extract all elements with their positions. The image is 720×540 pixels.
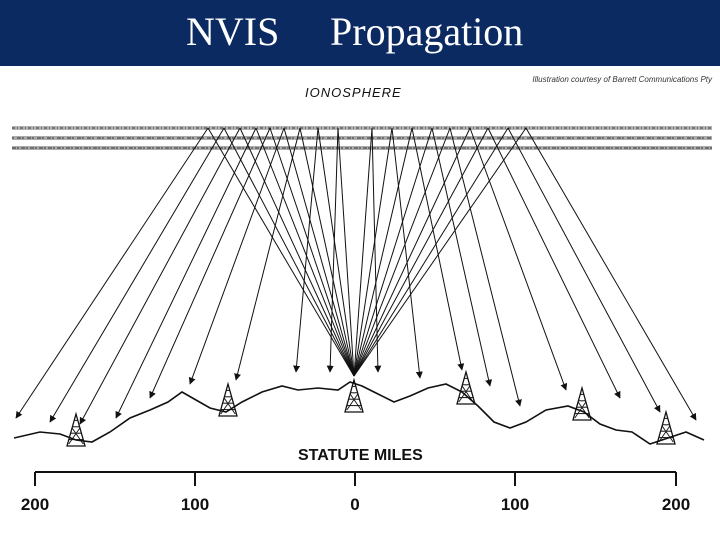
- ray-upward: [353, 127, 471, 377]
- radio-paths: [15, 127, 697, 425]
- ray-downward: [411, 127, 465, 371]
- ray-upward: [337, 127, 355, 377]
- ionosphere-layer: [12, 126, 712, 150]
- ray-upward: [353, 127, 451, 377]
- ray-downward: [49, 127, 225, 423]
- ray-downward: [449, 127, 522, 407]
- ray-upward: [255, 127, 355, 377]
- ray-downward: [487, 127, 621, 399]
- antenna-tower-icon: [656, 409, 676, 445]
- ray-downward: [507, 127, 661, 413]
- scale-label-zero: 0: [350, 495, 359, 514]
- ray-downward: [469, 127, 568, 391]
- title-bar: NVIS Propagation: [0, 0, 720, 66]
- antenna-towers: [66, 369, 676, 447]
- ray-upward: [353, 127, 509, 377]
- terrain-line: [13, 381, 705, 445]
- ionosphere-label: IONOSPHERE: [305, 85, 402, 100]
- ray-upward: [223, 127, 355, 377]
- scale-label-right-100: 100: [501, 495, 529, 514]
- ray-upward: [269, 127, 355, 377]
- ray-downward: [234, 127, 301, 381]
- ray-downward: [525, 127, 697, 421]
- ray-upward: [353, 127, 433, 377]
- ray-downward: [15, 127, 209, 419]
- slide-title-propagation: Propagation: [330, 9, 524, 54]
- antenna-tower-icon: [344, 377, 364, 413]
- nvis-propagation-diagram: IONOSPHERE STATUTE MILES 200 100 0 100 2…: [12, 85, 712, 514]
- ray-downward: [115, 127, 257, 419]
- slide-title-nvis: NVIS: [186, 9, 280, 54]
- ray-upward: [353, 127, 489, 377]
- ray-upward: [283, 127, 355, 377]
- ray-downward: [326, 127, 339, 373]
- antenna-tower-icon: [218, 381, 238, 417]
- ray-downward: [431, 127, 493, 387]
- ray-downward: [293, 127, 319, 373]
- illustration-credit: Illustration courtesy of Barrett Communi…: [532, 75, 712, 84]
- antenna-tower-icon: [66, 411, 86, 447]
- antenna-tower-icon: [572, 385, 592, 421]
- distance-scale: 200 100 0 100 200: [21, 471, 690, 514]
- scale-label-left-200: 200: [21, 495, 49, 514]
- ray-upward: [353, 127, 413, 377]
- ray-upward: [207, 127, 355, 377]
- scale-title: STATUTE MILES: [298, 447, 423, 464]
- ray-upward: [317, 127, 355, 377]
- scale-label-right-200: 200: [662, 495, 690, 514]
- ray-upward: [239, 127, 355, 377]
- ray-upward: [353, 127, 393, 377]
- ray-upward: [299, 127, 355, 377]
- antenna-tower-icon: [456, 369, 476, 405]
- ray-downward: [79, 127, 241, 425]
- ray-downward: [371, 127, 382, 373]
- ray-upward: [353, 127, 527, 377]
- ray-downward: [188, 127, 285, 385]
- scale-label-left-100: 100: [181, 495, 209, 514]
- ray-downward: [391, 127, 423, 379]
- ray-upward: [353, 127, 373, 377]
- ray-downward: [149, 127, 271, 399]
